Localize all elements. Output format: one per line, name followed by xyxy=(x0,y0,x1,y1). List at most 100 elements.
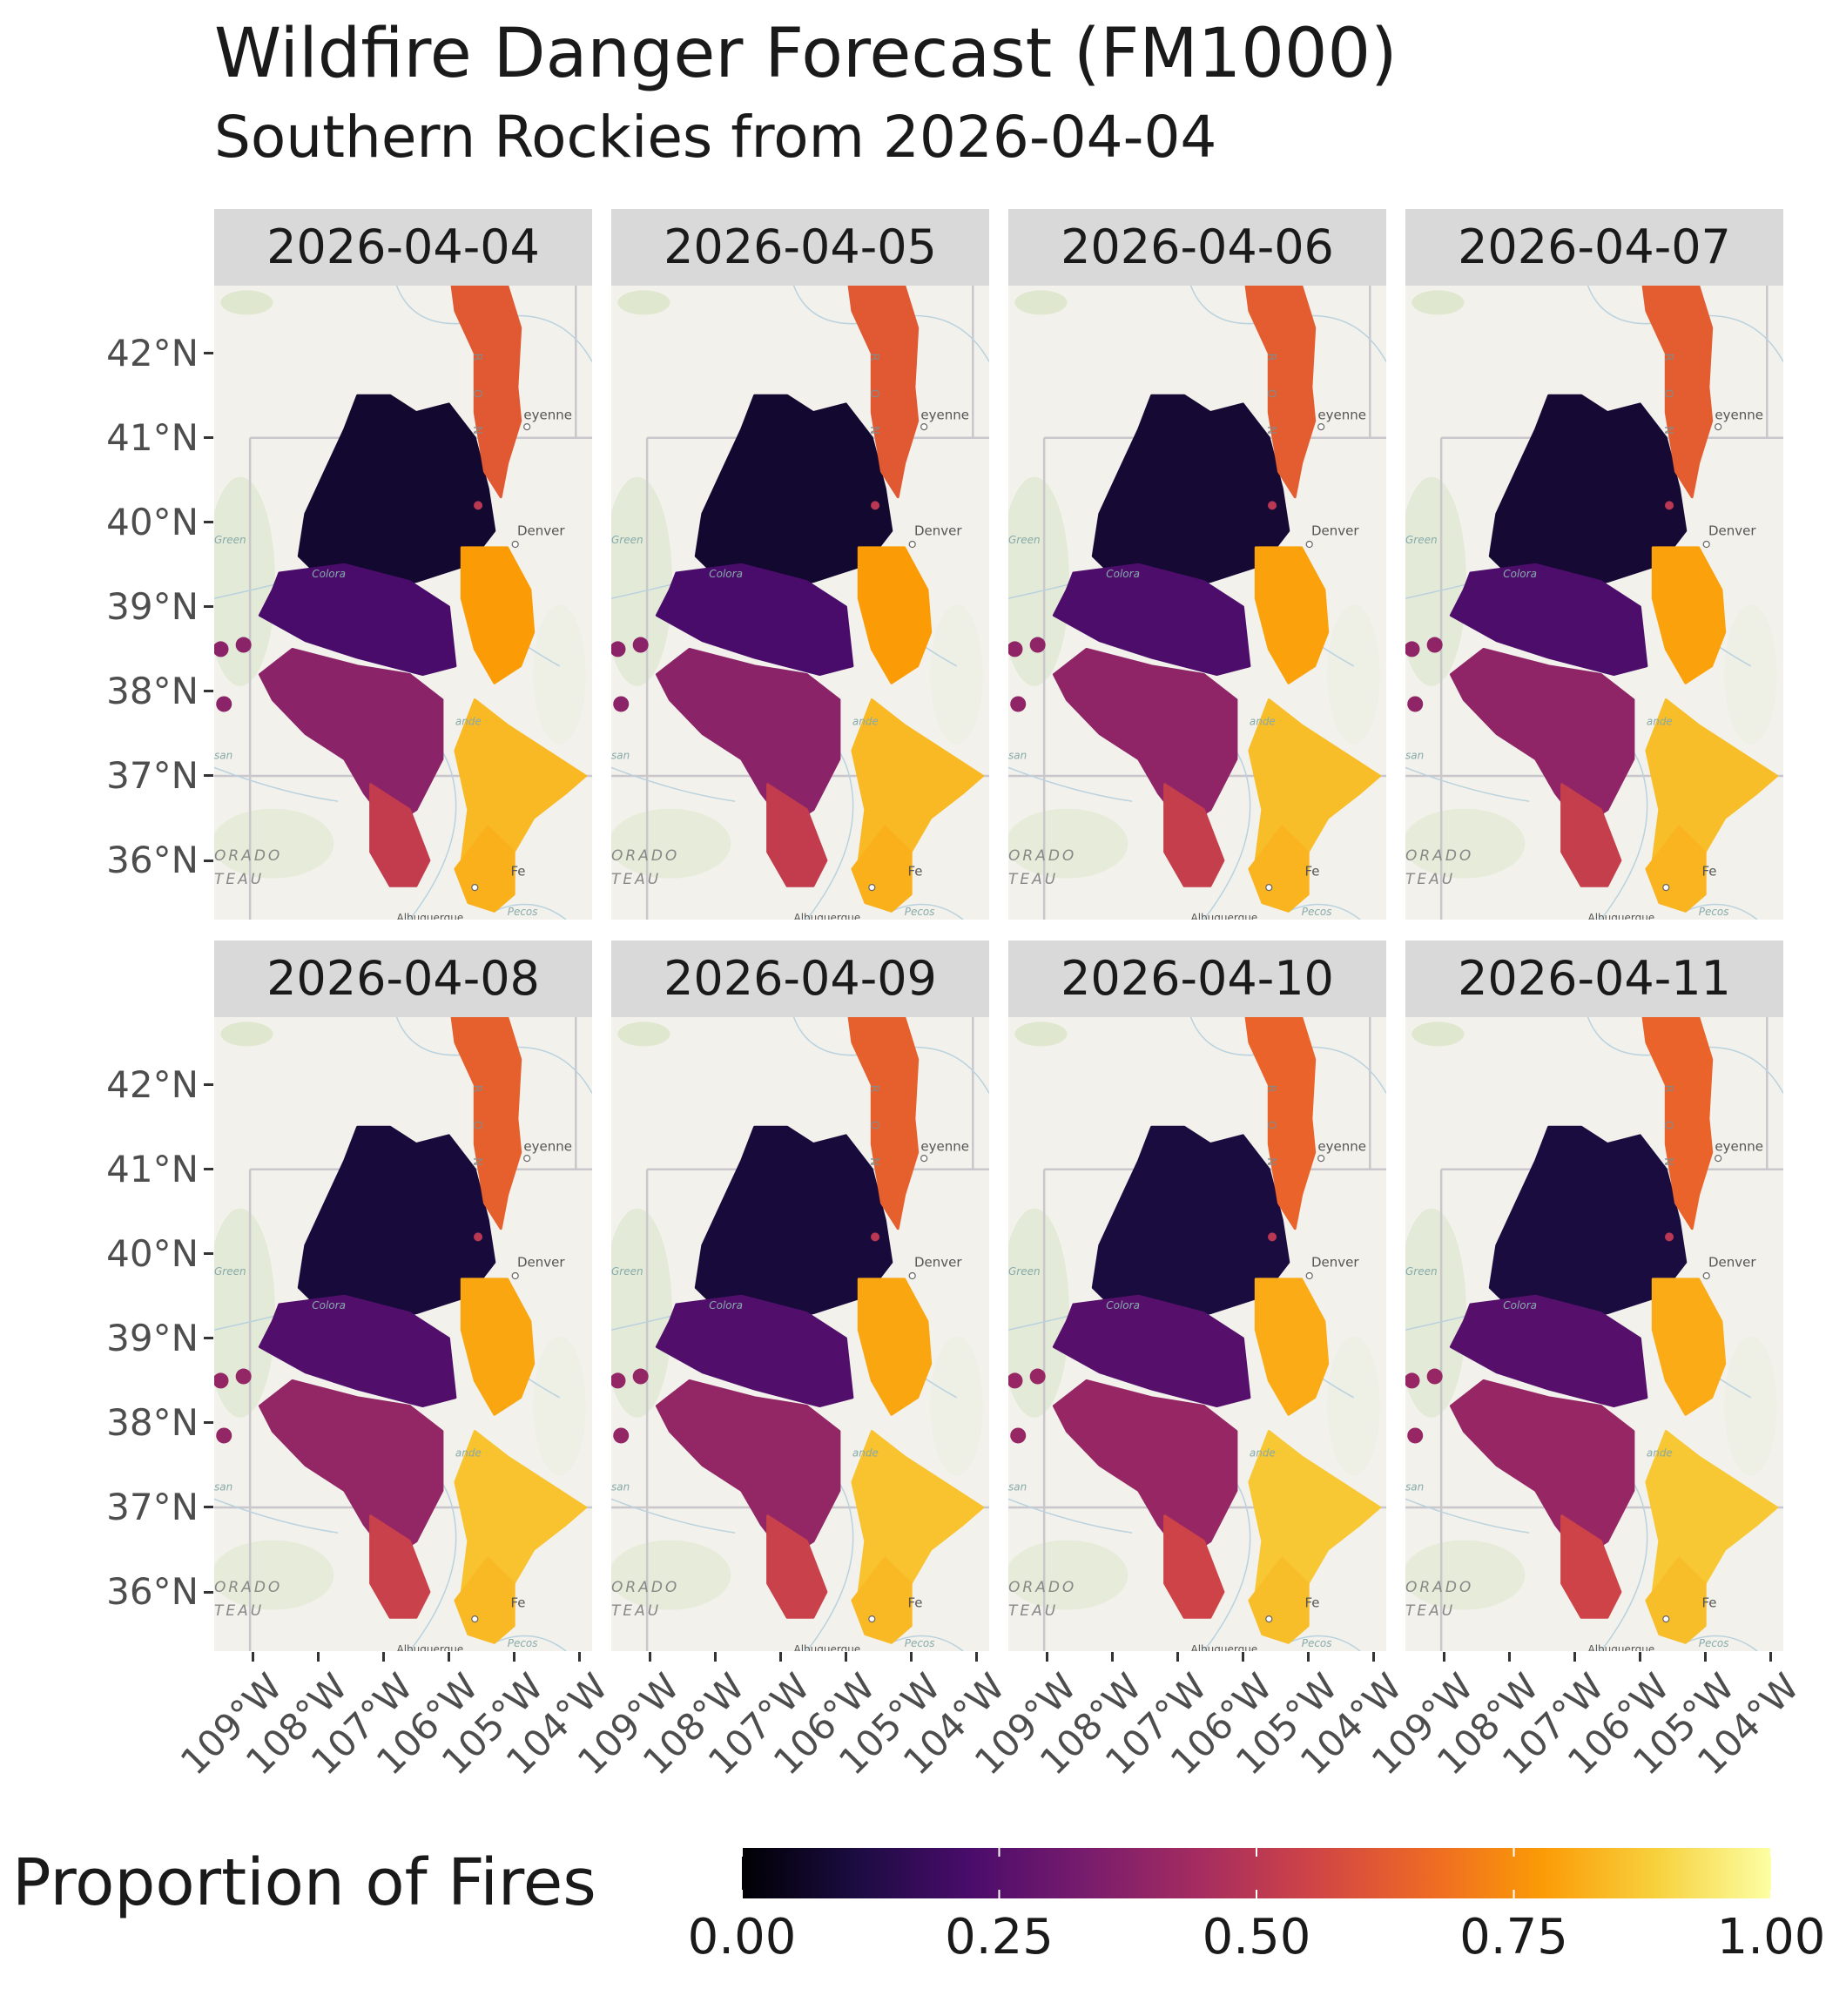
danger-region xyxy=(214,641,229,657)
fire-danger-layer xyxy=(1405,286,1778,913)
danger-region xyxy=(871,1232,880,1242)
basemap-label: Colora xyxy=(312,1299,346,1311)
basemap-label: Denver xyxy=(1311,523,1359,538)
danger-region xyxy=(766,1514,828,1619)
danger-region xyxy=(847,1017,920,1231)
basemap-labels: eyenne Denver Fe ORADO TEAU Green Colora ande sa… xyxy=(1008,1085,1366,1651)
basemap-label: Green xyxy=(611,534,643,546)
danger-region xyxy=(216,696,232,712)
danger-region xyxy=(1449,1379,1635,1560)
danger-region xyxy=(1651,1278,1727,1416)
basemap-label: eyenne xyxy=(920,407,969,422)
basemap-label: Albuquerque xyxy=(1588,912,1655,920)
danger-region xyxy=(297,394,496,591)
danger-region xyxy=(1426,1368,1443,1385)
basemap-label: Denver xyxy=(1311,1254,1359,1270)
x-tick xyxy=(382,1652,386,1662)
x-tick xyxy=(1241,1652,1244,1662)
y-tick-label: 39°N xyxy=(106,584,199,628)
basemap-label: TEAU xyxy=(1405,871,1455,888)
x-tick xyxy=(512,1652,515,1662)
danger-region xyxy=(1008,1372,1023,1389)
y-tick xyxy=(204,1252,213,1256)
basemap-label: Pecos xyxy=(1699,1637,1729,1649)
y-tick xyxy=(204,521,213,524)
basemap-label: eyenne xyxy=(1715,407,1763,422)
basemap-label: Colora xyxy=(1106,568,1140,580)
basemap-label: ORADO xyxy=(1405,847,1473,865)
x-tick xyxy=(577,1652,581,1662)
basemap-label: R O N xyxy=(1661,1085,1674,1178)
facet-strip-label: 2026-04-08 xyxy=(214,941,592,1017)
facet-strip-label: 2026-04-04 xyxy=(214,209,592,286)
basemap-label: eyenne xyxy=(1715,1138,1763,1154)
y-tick xyxy=(204,1337,213,1340)
map-svg: eyenne Denver Fe ORADO TEAU Green Colora ande sa… xyxy=(1405,1017,1783,1651)
y-tick xyxy=(204,859,213,862)
basemap-label: R O N xyxy=(1661,354,1674,447)
y-tick xyxy=(204,1083,213,1087)
basemap-label: Fe xyxy=(1701,1595,1716,1611)
basemap-label: ORADO xyxy=(214,1579,282,1596)
facet-strip-label: 2026-04-07 xyxy=(1405,209,1783,286)
basemap-label: Pecos xyxy=(1699,906,1729,918)
danger-region xyxy=(1560,783,1622,887)
danger-region xyxy=(1665,1232,1674,1242)
basemap-label: Colora xyxy=(1503,1299,1537,1311)
x-tick xyxy=(1703,1652,1707,1662)
basemap-label: Colora xyxy=(1503,568,1537,580)
basemap-label: ORADO xyxy=(214,847,282,865)
map-panel: eyenne Denver Fe ORADO TEAU Green Colora ande sa… xyxy=(611,1017,989,1651)
basemap-label: TEAU xyxy=(1405,1602,1455,1620)
colorbar-tick-label: 0.75 xyxy=(1459,1909,1568,1965)
fire-danger-layer xyxy=(611,286,984,913)
basemap-label: Fe xyxy=(907,864,922,880)
basemap-label: Colora xyxy=(1106,1299,1140,1311)
facet-strip-label: 2026-04-06 xyxy=(1008,209,1386,286)
danger-region xyxy=(1029,637,1046,653)
basemap-label: ande xyxy=(1647,716,1673,728)
basemap-label: san xyxy=(1008,750,1027,762)
map-panel: eyenne Denver Fe ORADO TEAU Green Colora ande sa… xyxy=(1405,1017,1783,1651)
y-tick xyxy=(204,605,213,609)
basemap-label: eyenne xyxy=(523,407,572,422)
y-tick xyxy=(204,352,213,355)
facet-strip-label: 2026-04-10 xyxy=(1008,941,1386,1017)
chart-title: Wildfire Danger Forecast (FM1000) xyxy=(214,15,1398,93)
basemap-label: Green xyxy=(1008,1265,1041,1278)
danger-region xyxy=(235,1368,252,1385)
y-tick-label: 40°N xyxy=(106,1231,199,1275)
danger-region xyxy=(450,286,522,499)
danger-region xyxy=(1029,1368,1046,1385)
basemap-label: Denver xyxy=(1708,523,1756,538)
chart-subtitle: Southern Rockies from 2026-04-04 xyxy=(214,104,1217,171)
danger-region xyxy=(851,1556,913,1644)
danger-region xyxy=(1163,1514,1225,1619)
fire-danger-layer xyxy=(1008,1017,1381,1644)
basemap-label: TEAU xyxy=(611,871,661,888)
basemap-label: TEAU xyxy=(214,871,264,888)
danger-region xyxy=(847,286,920,499)
x-tick xyxy=(1638,1652,1641,1662)
basemap-label: Fe xyxy=(1701,864,1716,880)
basemap-label: Denver xyxy=(914,1254,962,1270)
danger-region xyxy=(1488,394,1688,591)
x-tick xyxy=(317,1652,320,1662)
basemap-label: Fe xyxy=(510,864,525,880)
map-svg: eyenne Denver Fe ORADO TEAU Green Colora ande sa… xyxy=(1008,1017,1386,1651)
basemap-label: Denver xyxy=(517,1254,565,1270)
danger-region xyxy=(369,783,431,887)
danger-region xyxy=(871,501,880,510)
x-tick xyxy=(447,1652,450,1662)
x-tick xyxy=(1769,1652,1772,1662)
danger-region xyxy=(1641,1017,1714,1231)
danger-region xyxy=(1651,546,1727,684)
danger-region xyxy=(857,1278,933,1416)
basemap-label: TEAU xyxy=(214,1602,264,1620)
x-tick xyxy=(714,1652,718,1662)
basemap-labels: eyenne Denver Fe ORADO TEAU Green Colora ande sa… xyxy=(1405,1085,1763,1651)
basemap-labels: eyenne Denver Fe ORADO TEAU Green Colora ande sa… xyxy=(1008,354,1366,920)
danger-region xyxy=(1254,546,1330,684)
y-tick-label: 36°N xyxy=(106,1570,199,1614)
basemap-label: TEAU xyxy=(1008,871,1058,888)
